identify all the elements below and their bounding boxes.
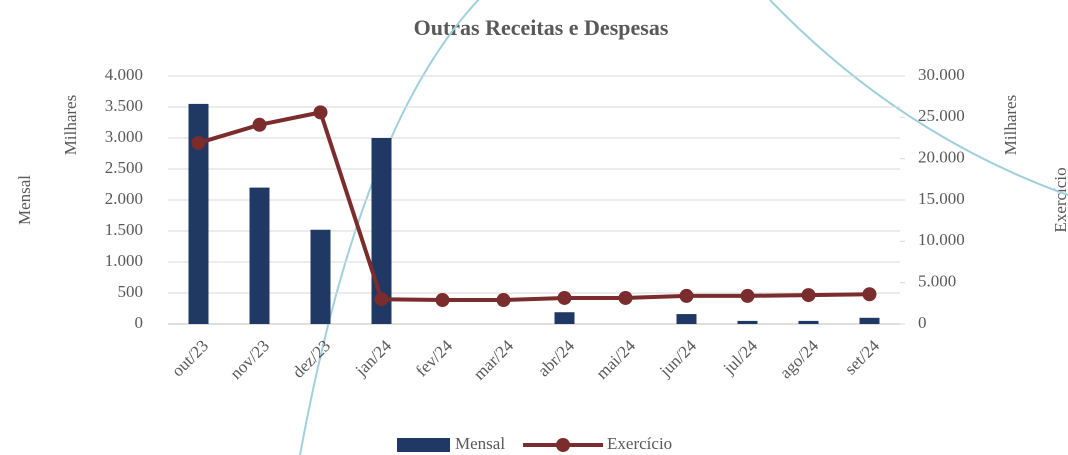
y-tick-label: 500	[118, 282, 144, 301]
y-axis-label: Mensal	[15, 175, 34, 225]
y-tick-label: 1.000	[105, 251, 143, 270]
x-tick-label: set/24	[841, 336, 884, 379]
bar	[554, 312, 575, 324]
x-tick-label: jan/24	[351, 336, 396, 381]
x-tick-label: jul/24	[719, 336, 762, 379]
x-tick-label: jun/24	[655, 336, 700, 381]
bar	[676, 314, 697, 324]
y2-unit-label: Milhares	[1001, 95, 1020, 155]
point	[679, 288, 694, 303]
point	[801, 288, 816, 303]
x-tick-label: fev/24	[412, 336, 456, 380]
x-tick-label: ago/24	[776, 336, 823, 383]
point	[740, 288, 755, 303]
y-tick-label: 3.500	[105, 96, 143, 115]
y2-tick-label: 15.000	[918, 189, 965, 208]
y-tick-label: 1.500	[105, 220, 143, 239]
point	[557, 290, 572, 305]
bar	[798, 320, 819, 324]
bar	[859, 317, 880, 324]
y-tick-label: 4.000	[105, 65, 143, 84]
point	[191, 135, 206, 150]
point	[496, 293, 511, 308]
y-tick-label: 2.500	[105, 158, 143, 177]
decor-curve	[769, 0, 1068, 196]
point	[862, 287, 877, 302]
y2-tick-label: 30.000	[918, 65, 965, 84]
decor-curve	[299, 0, 480, 455]
bar	[188, 103, 209, 325]
legend-label: Exercício	[607, 434, 672, 453]
x-tick-label: abr/24	[534, 336, 578, 380]
y2-tick-label: 25.000	[918, 106, 965, 125]
point	[435, 293, 450, 308]
x-tick-label: out/23	[168, 336, 212, 380]
y-tick-label: 0	[135, 313, 144, 332]
y2-tick-label: 5.000	[918, 272, 956, 291]
y-tick-label: 3.000	[105, 127, 143, 146]
legend-swatch	[556, 438, 571, 452]
point	[374, 292, 389, 307]
y-unit-label: Milhares	[61, 95, 80, 155]
point	[313, 105, 328, 120]
x-tick-label: mar/24	[470, 336, 518, 384]
y2-tick-label: 10.000	[918, 230, 965, 249]
chart-title: Outras Receitas e Despesas	[414, 15, 669, 40]
bar	[310, 229, 331, 324]
y2-axis-label: Exercício	[1051, 167, 1068, 232]
y-tick-label: 2.000	[105, 189, 143, 208]
y2-tick-label: 0	[918, 313, 927, 332]
legend-label: Mensal	[455, 434, 505, 453]
bar	[249, 187, 270, 324]
x-tick-label: dez/23	[289, 336, 334, 381]
point	[618, 290, 633, 305]
y2-tick-label: 20.000	[918, 148, 965, 167]
line	[197, 110, 870, 303]
x-tick-label: nov/23	[226, 336, 273, 383]
point	[252, 117, 267, 132]
bar	[737, 320, 758, 324]
legend-swatch	[397, 438, 450, 452]
x-tick-label: mai/24	[592, 336, 639, 383]
